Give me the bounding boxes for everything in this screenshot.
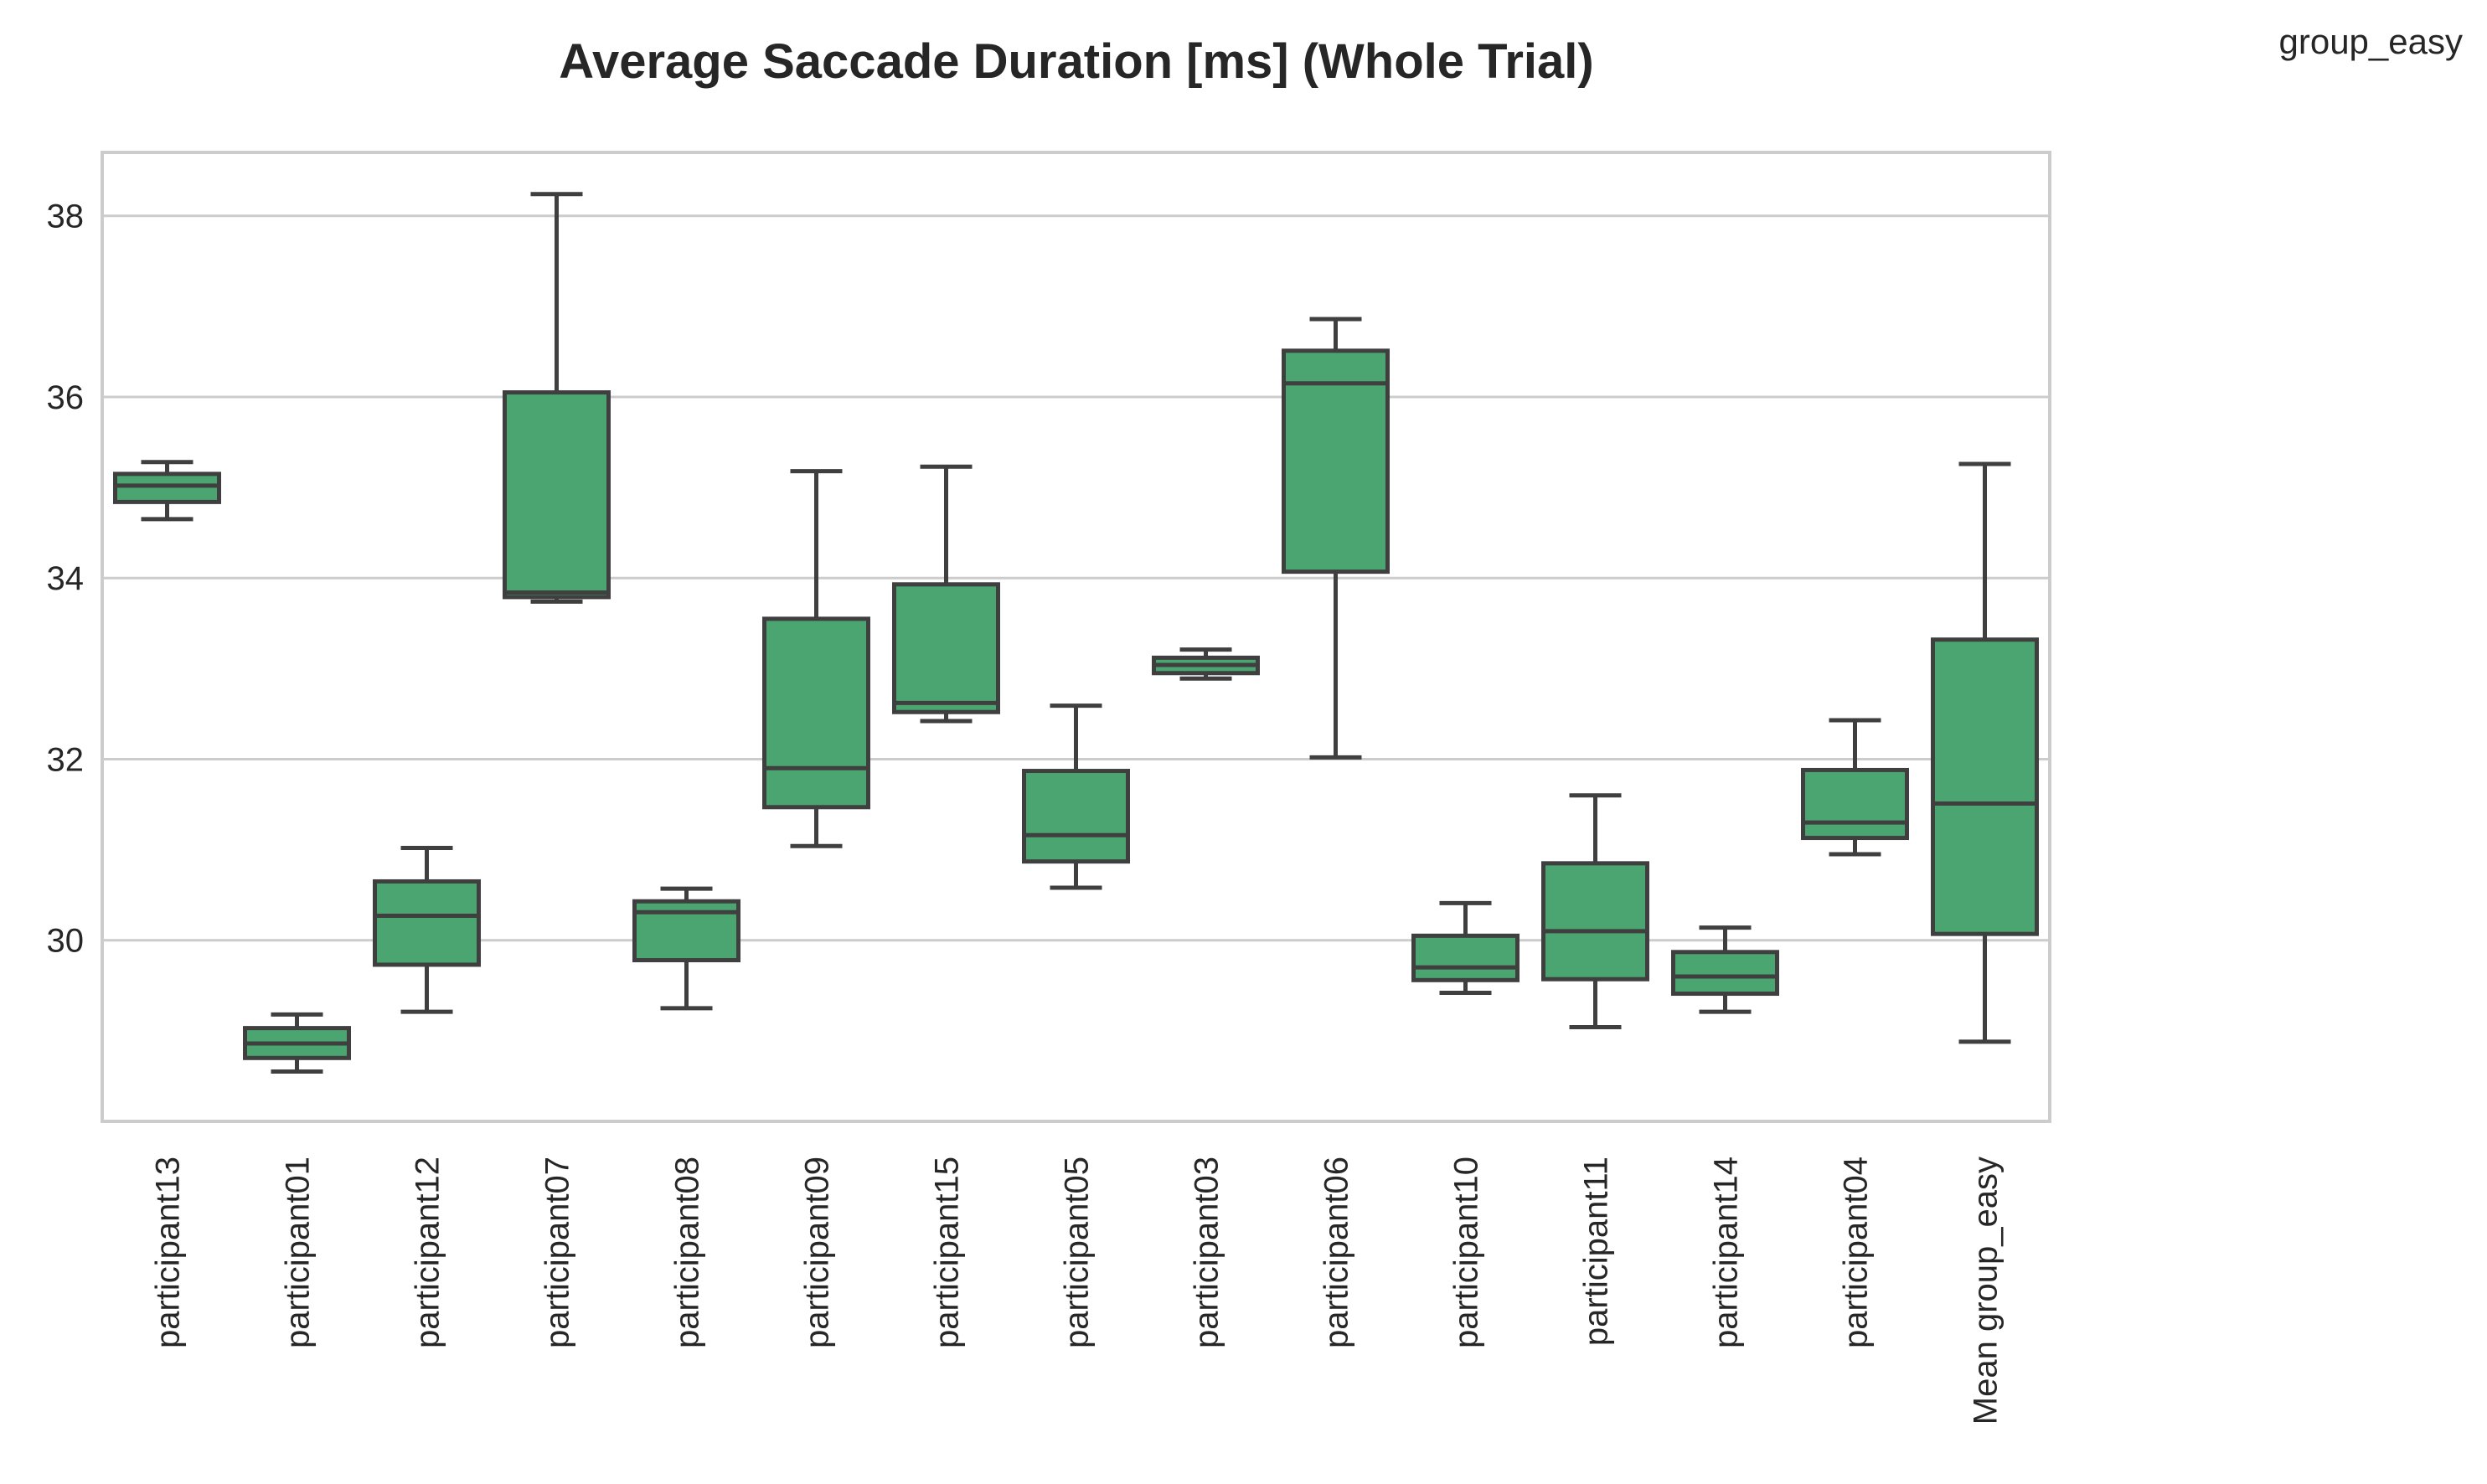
x-tick-label: participant06 (1318, 1157, 1355, 1348)
box-iqr (1541, 861, 1649, 982)
x-tick-label: participant07 (539, 1157, 576, 1348)
box-iqr (503, 390, 611, 600)
box-participant09 (762, 469, 870, 848)
x-tick-label: Mean group_easy (1968, 1157, 2005, 1425)
x-tick-label: participant10 (1448, 1157, 1485, 1348)
x-tick-label: participant05 (1059, 1157, 1096, 1348)
box-participant12 (373, 845, 481, 1014)
x-tick-label: participant01 (280, 1157, 317, 1348)
x-tick-label: participant15 (929, 1157, 966, 1348)
box-iqr (892, 582, 1000, 714)
box-participant11 (1541, 793, 1649, 1030)
x-tick-label: participant11 (1578, 1157, 1615, 1346)
box-iqr (113, 471, 221, 504)
box-Mean group_easy (1931, 461, 2039, 1044)
box-participant13 (113, 460, 221, 522)
x-tick-label: participant08 (669, 1157, 706, 1348)
y-axis-ticks: 30 32 34 36 38 (47, 198, 85, 960)
box-series (113, 192, 2039, 1074)
box-participant10 (1411, 900, 1520, 995)
box-participant14 (1671, 925, 1779, 1014)
x-tick-label: participant13 (150, 1157, 187, 1348)
legend-title: group_easy (2279, 22, 2464, 61)
box-participant03 (1152, 647, 1260, 681)
y-tick-label: 38 (47, 198, 85, 235)
y-tick-label: 32 (47, 741, 85, 778)
box-participant15 (892, 464, 1000, 724)
box-iqr (1931, 637, 2039, 936)
x-tick-label: participant03 (1189, 1157, 1225, 1348)
box-iqr (1411, 933, 1520, 982)
box-iqr (1801, 767, 1909, 841)
box-participant05 (1022, 703, 1130, 890)
y-tick-label: 34 (47, 560, 85, 597)
box-iqr (1282, 348, 1390, 575)
box-participant04 (1801, 718, 1909, 857)
x-tick-label: participant12 (410, 1157, 446, 1348)
box-iqr (762, 616, 870, 810)
box-participant07 (503, 192, 611, 604)
box-iqr (1022, 769, 1130, 864)
x-tick-label: participant04 (1838, 1157, 1875, 1348)
box-iqr (373, 879, 481, 967)
x-tick-label: participant14 (1708, 1157, 1745, 1348)
y-tick-label: 30 (47, 923, 85, 960)
box-participant01 (243, 1012, 351, 1074)
box-iqr (1671, 950, 1779, 997)
x-axis-ticks: participant13 participant01 participant12 p… (150, 1157, 2005, 1425)
box-participant06 (1282, 317, 1390, 760)
plot-area-frame (101, 151, 2051, 1123)
box-participant08 (632, 886, 740, 1011)
x-tick-label: participant09 (799, 1157, 836, 1348)
chart-title: Average Saccade Duration [ms] (Whole Tri… (559, 34, 1594, 89)
y-tick-label: 36 (47, 379, 85, 416)
